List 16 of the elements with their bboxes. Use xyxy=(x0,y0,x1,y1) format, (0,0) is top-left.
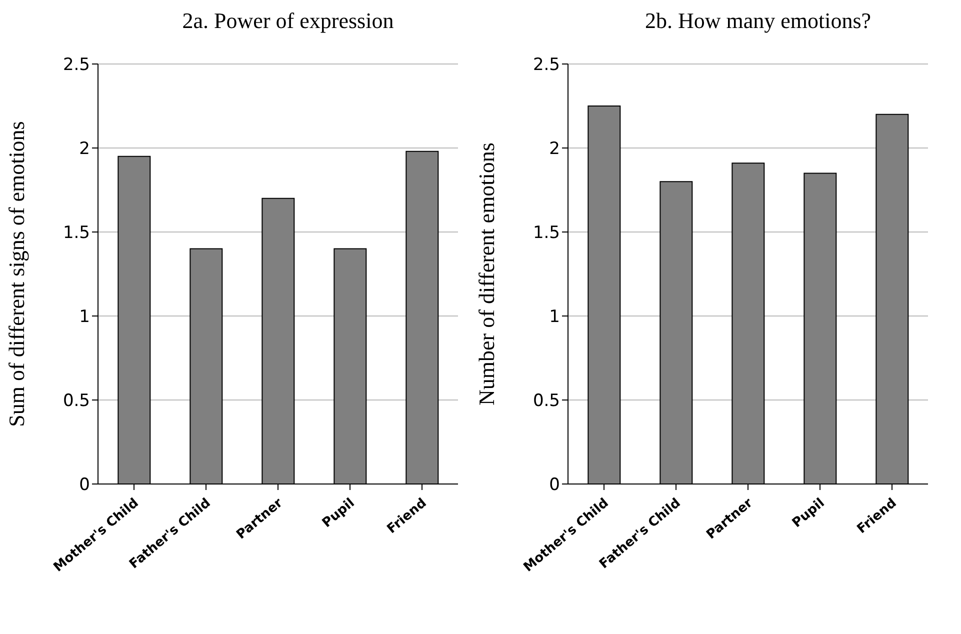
y-tick-label: 0 xyxy=(79,475,90,496)
y-tick-label: 1 xyxy=(79,307,90,328)
y-tick-label: 1 xyxy=(549,307,560,328)
y-tick-label: 2.5 xyxy=(532,55,560,76)
y-axis-title: Sum of different signs of emotions xyxy=(4,121,29,427)
y-tick-label: 0.5 xyxy=(532,391,560,412)
y-tick-label: 2 xyxy=(79,139,90,160)
chart-title: 2b. How many emotions? xyxy=(644,8,872,35)
y-tick-label: 2.5 xyxy=(62,55,90,76)
chart-title: 2a. Power of expression xyxy=(181,8,395,35)
y-tick-label: 0.5 xyxy=(62,391,90,412)
y-axis-title: Number of different emotions xyxy=(474,142,499,406)
y-tick-label: 2 xyxy=(549,139,560,160)
y-tick-label: 1.5 xyxy=(532,223,560,244)
y-tick-label: 0 xyxy=(549,475,560,496)
y-tick-label: 1.5 xyxy=(62,223,90,244)
